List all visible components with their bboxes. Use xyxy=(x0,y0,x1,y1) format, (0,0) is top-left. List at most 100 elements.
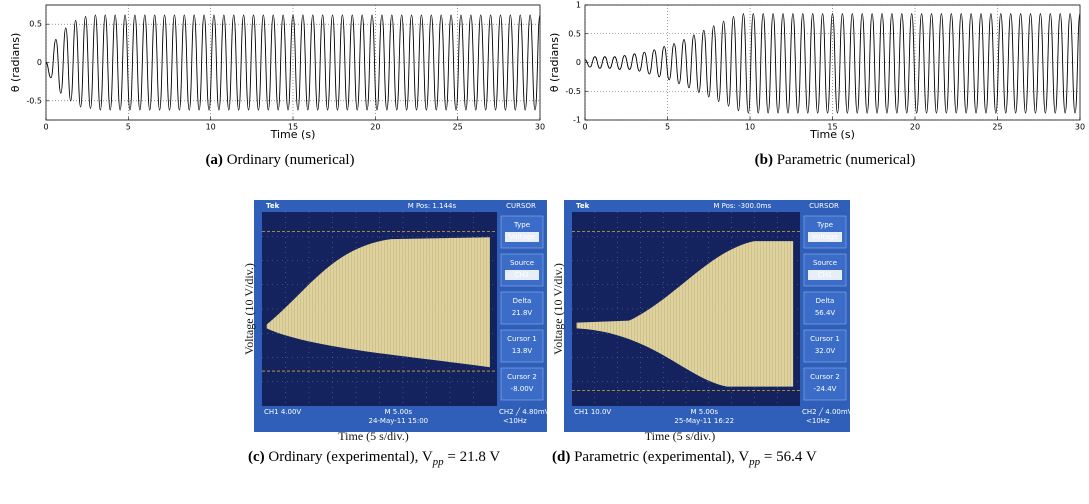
y-axis-label: θ (radians) xyxy=(548,33,561,93)
x-tick-label: 15 xyxy=(827,123,837,132)
caption-text: Ordinary (numerical) xyxy=(226,152,355,168)
x-tick-label: 0 xyxy=(582,123,587,132)
caption: (d) Parametric (experimental), Vpp = 56.… xyxy=(552,447,844,472)
menu-value: 13.8V xyxy=(512,347,533,355)
data-line xyxy=(45,14,541,111)
y-tick-label: 0 xyxy=(37,58,42,67)
menu-box xyxy=(500,291,544,325)
x-tick-label: 5 xyxy=(665,123,670,132)
caption: (b) Parametric (numerical) xyxy=(685,150,985,170)
y-tick-label: 0 xyxy=(576,58,581,67)
trace-envelope xyxy=(576,241,794,387)
menu-title: Delta xyxy=(816,297,835,305)
caption-label: (b) xyxy=(754,152,773,168)
menu-title: Cursor 1 xyxy=(507,335,537,343)
menu-box xyxy=(500,367,544,401)
caption-text: Parametric (experimental), V xyxy=(574,449,750,465)
y-tick-label: 0.5 xyxy=(568,29,581,38)
menu-title: Source xyxy=(510,259,534,267)
menu-value: Voltage xyxy=(812,233,838,241)
menu-title: Cursor 2 xyxy=(507,373,537,381)
x-axis-label: Time (s) xyxy=(270,128,316,141)
y-tick-label: -0.5 xyxy=(26,96,42,105)
caption-label: (c) xyxy=(248,449,265,465)
y-axis-label: θ (radians) xyxy=(9,33,22,93)
scope-mode: CURSOR xyxy=(809,202,839,210)
scope-brand: Tek xyxy=(576,202,590,210)
menu-value: 32.0V xyxy=(815,347,836,355)
footer-time: M 5.00s xyxy=(690,408,718,416)
menu-box xyxy=(803,291,847,325)
caption: (a) Ordinary (numerical) xyxy=(130,150,430,170)
menu-title: Cursor 2 xyxy=(810,373,840,381)
label-strip xyxy=(550,432,850,442)
photo-x-label: Time (5 s/div.) xyxy=(645,429,715,443)
x-tick-label: 10 xyxy=(745,123,755,132)
photo-y-label: Voltage (10 V/div.) xyxy=(242,263,256,355)
footer-ch2: CH2 ╱ 4.80mV xyxy=(499,407,550,416)
scope-brand: Tek xyxy=(266,202,280,210)
x-tick-label: 25 xyxy=(992,123,1002,132)
footer-date: 25-May-11 16:22 xyxy=(674,417,734,425)
scope-photo: Tek M Pos: -300.0ms CURSOR Type Voltage Sourc… xyxy=(550,200,853,443)
caption-label: (a) xyxy=(205,152,223,168)
menu-value-box xyxy=(808,270,842,280)
footer-ch1: CH1 10.0V xyxy=(574,408,611,416)
menu-value: -24.4V xyxy=(814,385,837,393)
x-tick-label: 30 xyxy=(1075,123,1085,132)
caption-sub: pp xyxy=(749,456,761,468)
x-tick-label: 5 xyxy=(126,123,131,132)
menu-box xyxy=(803,367,847,401)
scope-photo: Tek M Pos: 1.144s CURSOR Type Voltage Source C… xyxy=(240,200,550,443)
menu-title: Delta xyxy=(513,297,532,305)
menu-title: Type xyxy=(816,221,833,229)
menu-value: 21.8V xyxy=(512,309,533,317)
footer-date: 24-May-11 15:00 xyxy=(368,417,428,425)
caption-text: Ordinary (experimental), V xyxy=(268,449,433,465)
label-strip xyxy=(240,432,547,442)
menu-box xyxy=(500,329,544,363)
y-tick-label: 1 xyxy=(576,1,581,10)
caption-text: Parametric (numerical) xyxy=(776,152,916,168)
footer-freq: <10Hz xyxy=(503,417,527,425)
x-tick-label: 0 xyxy=(43,123,48,132)
menu-value: Voltage xyxy=(509,233,535,241)
menu-value: CH1 xyxy=(818,271,833,279)
scope-mode: CURSOR xyxy=(506,202,536,210)
menu-value-box xyxy=(505,270,539,280)
x-axis-label: Time (s) xyxy=(809,128,855,141)
photo-y-label: Voltage (10 V/div.) xyxy=(551,263,565,355)
caption-sub: pp xyxy=(432,456,444,468)
caption-tail: = 56.4 V xyxy=(760,449,817,465)
menu-value: CH1 xyxy=(515,271,530,279)
scope-pos: M Pos: 1.144s xyxy=(408,202,457,210)
data-line xyxy=(584,13,1081,114)
menu-value-box xyxy=(808,232,842,242)
menu-title: Cursor 1 xyxy=(810,335,840,343)
photo-x-label: Time (5 s/div.) xyxy=(338,429,408,443)
menu-title: Type xyxy=(513,221,530,229)
menu-value: 56.4V xyxy=(815,309,836,317)
footer-ch2: CH2 ╱ 4.00mV xyxy=(802,407,853,416)
menu-title: Source xyxy=(813,259,837,267)
x-tick-label: 20 xyxy=(910,123,920,132)
trace xyxy=(576,241,794,387)
caption: (c) Ordinary (experimental), Vpp = 21.8 … xyxy=(248,447,548,472)
menu-value: -8.00V xyxy=(511,385,534,393)
x-tick-label: 30 xyxy=(535,123,545,132)
menu-box xyxy=(803,329,847,363)
y-tick-label: -1 xyxy=(573,116,581,125)
x-tick-label: 25 xyxy=(453,123,463,132)
footer-freq: <10Hz xyxy=(806,417,830,425)
menu-value-box xyxy=(505,232,539,242)
x-tick-label: 10 xyxy=(206,123,216,132)
footer-ch1: CH1 4.00V xyxy=(264,408,301,416)
x-tick-label: 20 xyxy=(370,123,380,132)
trace xyxy=(266,237,490,368)
caption-label: (d) xyxy=(552,449,571,465)
scope-pos: M Pos: -300.0ms xyxy=(713,202,771,210)
y-tick-label: -0.5 xyxy=(565,87,581,96)
x-tick-label: 15 xyxy=(288,123,298,132)
